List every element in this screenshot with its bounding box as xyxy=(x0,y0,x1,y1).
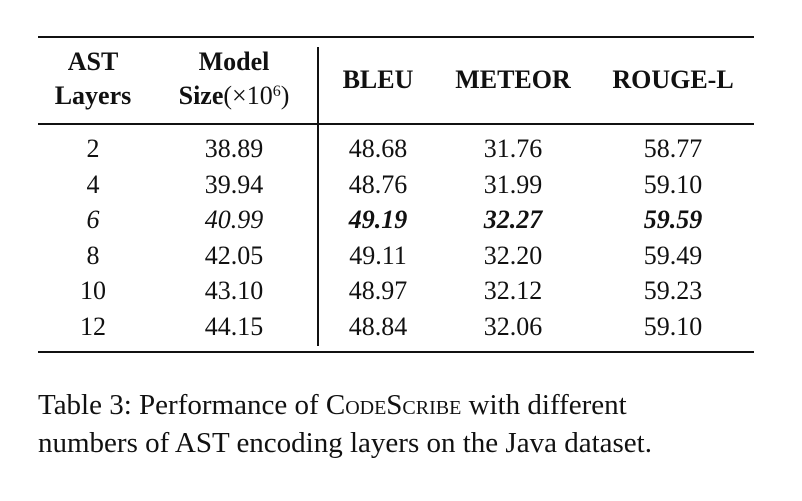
table-row-best: 6 40.99 49.19 32.27 59.59 xyxy=(38,202,754,238)
caption-line1: Table 3: Performance of CodeScribe with … xyxy=(38,386,768,424)
caption-line1-suffix: with different xyxy=(461,389,627,421)
header-size-unit-open: (×10 xyxy=(223,81,273,110)
cell-layers: 10 xyxy=(80,276,106,305)
table-row: 4 39.94 48.76 31.99 59.10 xyxy=(38,167,754,203)
header-meteor: METEOR xyxy=(455,65,571,94)
cell-meteor: 32.27 xyxy=(483,205,543,234)
header-rouge-l: ROUGE-L xyxy=(612,65,734,94)
table-caption: Table 3: Performance of CodeScribe with … xyxy=(38,386,768,462)
cell-size: 42.05 xyxy=(204,240,264,270)
header-size-exponent: 6 xyxy=(272,83,281,100)
cell-rouge: 59.23 xyxy=(643,276,703,305)
cell-meteor: 31.76 xyxy=(483,134,543,163)
cell-meteor: 32.12 xyxy=(483,276,543,305)
cell-bleu: 48.76 xyxy=(348,169,408,199)
table-top-rule xyxy=(38,36,754,38)
table-row: 2 38.89 48.68 31.76 58.77 xyxy=(38,131,754,167)
cell-rouge: 58.77 xyxy=(643,134,703,163)
caption-model-name: CodeScribe xyxy=(325,389,462,421)
header-model-size: Model Size(×106) xyxy=(156,45,312,113)
table-row: 10 43.10 48.97 32.12 59.23 xyxy=(38,273,754,309)
cell-bleu: 49.19 xyxy=(348,205,408,234)
cell-layers: 12 xyxy=(80,311,106,341)
cell-meteor: 32.06 xyxy=(483,311,543,341)
cell-layers: 8 xyxy=(86,240,100,270)
cell-layers: 6 xyxy=(86,205,100,234)
cell-meteor: 31.99 xyxy=(483,169,543,199)
cell-meteor: 32.20 xyxy=(483,240,543,270)
cell-rouge: 59.59 xyxy=(643,205,703,234)
table-bottom-rule xyxy=(38,351,754,353)
header-size-unit-close: ) xyxy=(280,81,290,110)
cell-size: 43.10 xyxy=(204,276,264,305)
header-model-size-line2: Size(×106) xyxy=(156,79,312,113)
cell-bleu: 48.97 xyxy=(348,276,408,305)
caption-prefix: Table 3: Performance of xyxy=(38,389,326,421)
cell-layers: 2 xyxy=(86,134,100,163)
header-ast-layers-line2: Layers xyxy=(54,81,132,110)
caption-line2: numbers of AST encoding layers on the Ja… xyxy=(38,427,652,459)
header-bleu: BLEU xyxy=(342,65,414,94)
cell-size: 39.94 xyxy=(204,169,264,199)
cell-rouge: 59.10 xyxy=(643,311,703,341)
cell-bleu: 49.11 xyxy=(349,240,407,270)
cell-layers: 4 xyxy=(86,169,100,199)
table-body: 2 38.89 48.68 31.76 58.77 4 39.94 48.76 … xyxy=(38,131,754,344)
header-ast-layers-line1: AST xyxy=(67,47,119,76)
header-model-size-line1: Model xyxy=(198,47,270,76)
cell-size: 40.99 xyxy=(204,205,264,234)
cell-size: 44.15 xyxy=(204,311,264,341)
header-ast-layers: AST Layers xyxy=(38,45,148,113)
cell-rouge: 59.10 xyxy=(643,169,703,199)
table-header-rule xyxy=(38,123,754,125)
table-row: 12 44.15 48.84 32.06 59.10 xyxy=(38,309,754,345)
cell-bleu: 48.84 xyxy=(348,311,408,341)
header-size-label: Size xyxy=(178,81,224,110)
cell-bleu: 48.68 xyxy=(348,134,408,163)
cell-size: 38.89 xyxy=(204,134,264,163)
cell-rouge: 59.49 xyxy=(643,240,703,270)
table-column-divider xyxy=(317,47,319,346)
table-row: 8 42.05 49.11 32.20 59.49 xyxy=(38,238,754,274)
